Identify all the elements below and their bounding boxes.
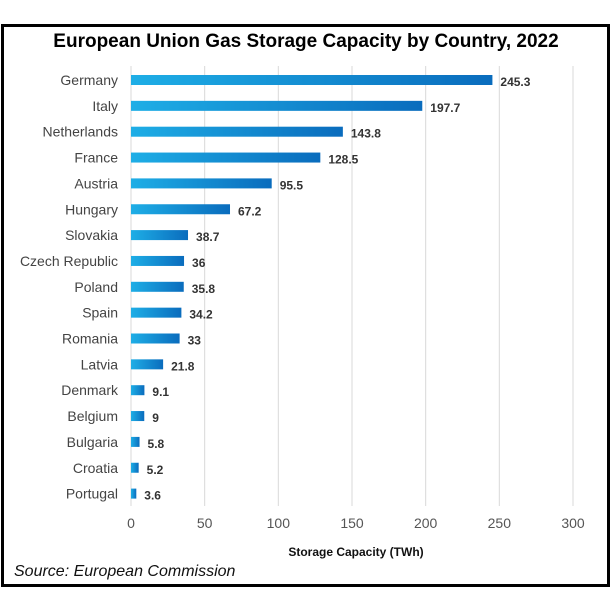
data-label: 9.1 bbox=[152, 385, 169, 399]
data-label: 33 bbox=[188, 334, 202, 348]
category-label: Austria bbox=[74, 175, 118, 191]
bar bbox=[131, 462, 139, 473]
data-label: 36 bbox=[192, 256, 206, 270]
bar bbox=[131, 204, 231, 215]
data-label: 3.6 bbox=[144, 489, 161, 503]
bar bbox=[131, 436, 140, 447]
category-label: Czech Republic bbox=[20, 253, 118, 269]
category-label: Slovakia bbox=[65, 227, 118, 243]
bar bbox=[131, 126, 343, 137]
data-label: 67.2 bbox=[238, 204, 262, 218]
data-label: 245.3 bbox=[500, 75, 530, 89]
category-label: Belgium bbox=[67, 408, 118, 424]
x-tick-label: 150 bbox=[340, 515, 364, 531]
bar bbox=[131, 488, 137, 499]
bar bbox=[131, 411, 145, 422]
data-label: 38.7 bbox=[196, 230, 220, 244]
category-label: Germany bbox=[60, 72, 118, 88]
data-label: 143.8 bbox=[351, 127, 381, 141]
bar bbox=[131, 281, 184, 292]
data-label: 197.7 bbox=[430, 101, 460, 115]
category-label: Latvia bbox=[81, 356, 119, 372]
data-label: 5.8 bbox=[148, 437, 165, 451]
bar bbox=[131, 178, 272, 189]
data-label: 35.8 bbox=[192, 282, 216, 296]
bar bbox=[131, 359, 164, 370]
data-label: 128.5 bbox=[328, 153, 358, 167]
x-tick-label: 250 bbox=[488, 515, 512, 531]
bar bbox=[131, 333, 180, 344]
x-tick-label: 100 bbox=[267, 515, 291, 531]
category-label: Romania bbox=[62, 331, 118, 347]
category-label: Croatia bbox=[73, 460, 118, 476]
data-label: 9 bbox=[152, 411, 159, 425]
source-note: Source: European Commission bbox=[14, 563, 236, 580]
x-tick-label: 200 bbox=[414, 515, 438, 531]
bar bbox=[131, 385, 145, 396]
bar bbox=[131, 152, 321, 163]
bar bbox=[131, 307, 182, 318]
category-label: Denmark bbox=[61, 382, 119, 398]
category-label: France bbox=[74, 150, 118, 166]
chart-title: European Union Gas Storage Capacity by C… bbox=[53, 31, 559, 52]
bar bbox=[131, 75, 493, 85]
bar bbox=[131, 255, 185, 266]
x-tick-label: 50 bbox=[197, 515, 213, 531]
bar bbox=[131, 100, 423, 111]
category-label: Italy bbox=[92, 98, 118, 114]
x-axis-label: Storage Capacity (TWh) bbox=[288, 545, 423, 559]
category-label: Hungary bbox=[65, 201, 118, 217]
data-label: 21.8 bbox=[171, 359, 195, 373]
data-label: 34.2 bbox=[189, 308, 213, 322]
category-label: Spain bbox=[82, 305, 118, 321]
x-tick-label: 0 bbox=[127, 515, 135, 531]
data-label: 95.5 bbox=[280, 178, 304, 192]
data-label: 5.2 bbox=[147, 463, 164, 477]
bar bbox=[131, 230, 189, 241]
category-label: Bulgaria bbox=[67, 434, 119, 450]
x-tick-label: 300 bbox=[561, 515, 585, 531]
category-label: Portugal bbox=[66, 486, 118, 502]
category-label: Poland bbox=[74, 279, 118, 295]
category-label: Netherlands bbox=[43, 124, 119, 140]
chart-frame bbox=[1, 24, 610, 587]
